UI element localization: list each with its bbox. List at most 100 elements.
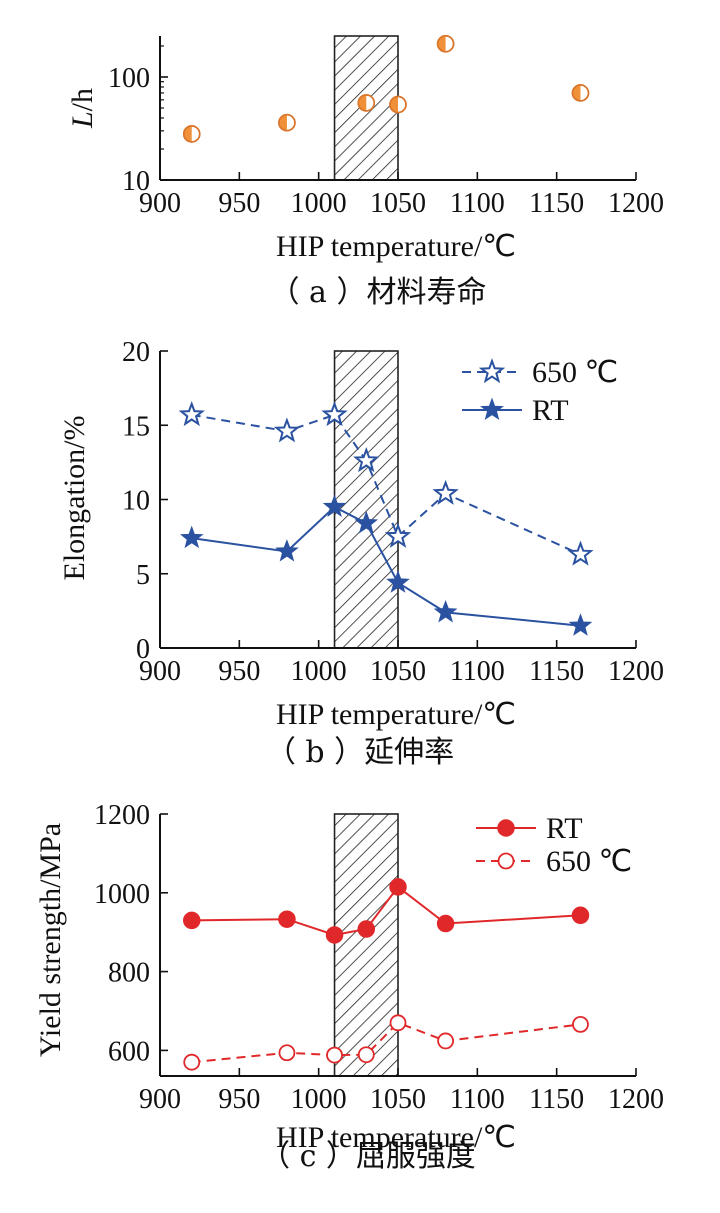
panel-b-x-tick-label: 950 <box>218 656 260 687</box>
panel-c-series-rt-point <box>571 906 590 925</box>
legend-rt-marker <box>480 397 504 421</box>
marker-half-outline <box>436 34 455 53</box>
panel-c-x-tick-label: 1000 <box>291 1084 347 1115</box>
panel-a-y-tick-label: 100 <box>108 63 150 94</box>
panel-c-series-rt-point <box>182 911 201 930</box>
panel-c-y-tick-label: 1000 <box>94 879 150 910</box>
panel-c-series-rt-point <box>278 910 296 928</box>
panel-b-x-tick-label: 1050 <box>370 656 426 687</box>
panel-c-y-axis-label: Yield strength/MPa <box>34 823 67 1057</box>
panel-c-yield-strength: （ c ）屈服强度 HIP temperature/℃ Yield streng… <box>34 800 664 1174</box>
panel-b-series-650-point <box>432 479 459 505</box>
panel-a-series-s0-point <box>436 34 455 53</box>
panel-b-series-650-point <box>384 522 412 548</box>
panel-a-x-tick-label: 1050 <box>370 188 426 219</box>
marker-half-fill <box>572 84 581 101</box>
panel-b-series-650-point <box>567 540 594 566</box>
panel-c-hatched-band <box>333 813 399 1077</box>
panel-a-series-s0-point <box>278 113 296 132</box>
panel-a-x-tick-label: 1100 <box>450 188 505 219</box>
marker-half-outline <box>571 84 590 102</box>
marker-half-fill <box>183 125 192 142</box>
panel-c-series-650-point <box>389 1014 407 1032</box>
legend-650-marker <box>497 852 515 870</box>
panel-c-x-tick-label: 1100 <box>450 1084 505 1115</box>
panel-b-x-axis-label: HIP temperature/℃ <box>276 698 516 731</box>
panel-c-x-tick-label: 950 <box>218 1084 260 1115</box>
panel-c-series-650-point <box>437 1032 455 1050</box>
panel-b-x-tick-label: 1100 <box>450 656 505 687</box>
panel-c-y-tick-label: 800 <box>108 958 150 989</box>
panel-b-series-650-point <box>353 447 380 473</box>
panel-b-x-tick-label: 1150 <box>529 656 584 687</box>
panel-b-y-tick-label: 10 <box>122 486 150 517</box>
panel-a-x-tick-label: 950 <box>218 188 260 219</box>
panel-a-life: （ a ）材料寿命 HIP temperature/℃ L/h 900 950 10… <box>66 34 664 310</box>
panel-b-hatched-band <box>333 350 399 649</box>
marker-half-fill <box>278 114 287 131</box>
panel-b-series-rt-point <box>568 613 593 636</box>
panel-a-y-axis-label-var: L <box>66 111 99 129</box>
panel-c-series-rt-point <box>325 926 344 944</box>
panel-c-y-tick-label: 600 <box>108 1036 150 1067</box>
panel-b-legend: 650 ℃ RT <box>462 356 618 427</box>
legend-rt-label: RT <box>532 394 569 427</box>
panel-a-series-s0-point <box>182 125 201 143</box>
legend-650-marker <box>478 358 506 384</box>
panel-b-x-tick-label: 1200 <box>608 656 664 687</box>
panel-c-caption: （ c ）屈服强度 <box>260 1139 476 1174</box>
panel-b-y-tick-label: 20 <box>122 337 150 368</box>
panel-c-series-650-point <box>278 1044 296 1062</box>
marker-half-fill <box>390 96 398 113</box>
panel-a-x-tick-label: 900 <box>139 188 181 219</box>
panel-a-x-tick-label: 1150 <box>529 188 584 219</box>
panel-b-series-rt-point <box>386 570 410 593</box>
panel-c-series-650-point <box>572 1015 589 1033</box>
panel-b-x-tick-label: 1000 <box>291 656 347 687</box>
panel-c-y-tick-label: 1200 <box>94 800 150 831</box>
marker-half-outline <box>357 94 376 112</box>
panel-a-y-tick-label: 10 <box>122 166 150 197</box>
panel-b-series-650-point <box>178 401 205 427</box>
marker-half-fill <box>437 35 446 52</box>
panel-c-x-tick-label: 1050 <box>370 1084 426 1115</box>
panel-c-x-tick-label: 900 <box>139 1084 181 1115</box>
panel-b-series-rt-point <box>179 525 204 549</box>
panel-b-y-tick-label: 15 <box>122 411 150 442</box>
panel-b-y-tick-label: 5 <box>136 560 150 591</box>
panel-c-series-650-point <box>183 1053 201 1071</box>
panel-c-series-rt-point <box>357 920 376 938</box>
legend-650-label: 650 ℃ <box>546 845 632 878</box>
panel-b-caption: （ b ）延伸率 <box>266 735 454 770</box>
legend-rt-label: RT <box>546 812 583 845</box>
panel-a-x-axis-label: HIP temperature/℃ <box>276 230 516 263</box>
panel-b-series-rt-point <box>275 539 299 562</box>
panel-a-caption: （ a ）材料寿命 <box>270 275 487 310</box>
panel-b-series-rt-point <box>322 494 347 517</box>
panel-a-series-s0-point <box>389 95 407 114</box>
panel-c-series-rt-point <box>389 878 407 896</box>
panel-a-x-tick-label: 1200 <box>608 188 664 219</box>
panel-b-series-rt-point <box>354 510 379 534</box>
marker-half-outline <box>182 125 201 143</box>
legend-650-label: 650 ℃ <box>532 356 618 389</box>
panel-c-series-rt-point <box>436 914 455 933</box>
panel-c-series-650-point <box>326 1046 343 1064</box>
panel-a-y-axis-label: L/h <box>66 88 99 129</box>
panel-b-elongation: （ b ）延伸率 HIP temperature/℃ Elongation/% … <box>58 337 664 770</box>
panel-a-x-tick-label: 1000 <box>291 188 347 219</box>
panel-c-x-axis-label: HIP temperature/℃ <box>276 1121 516 1154</box>
marker-half-outline <box>278 113 296 132</box>
panel-a-series-s0-point <box>357 94 376 112</box>
panel-b-series-650-point <box>321 401 348 427</box>
panel-a-series-s0-point <box>571 84 590 102</box>
marker-half-outline <box>389 95 407 114</box>
marker-half-fill <box>358 94 367 111</box>
panel-c-x-tick-label: 1150 <box>529 1084 584 1115</box>
panel-b-y-tick-label: 0 <box>136 634 150 665</box>
legend-rt-marker <box>497 819 515 837</box>
panel-c-x-tick-label: 1200 <box>608 1084 664 1115</box>
panel-b-x-tick-label: 900 <box>139 656 181 687</box>
